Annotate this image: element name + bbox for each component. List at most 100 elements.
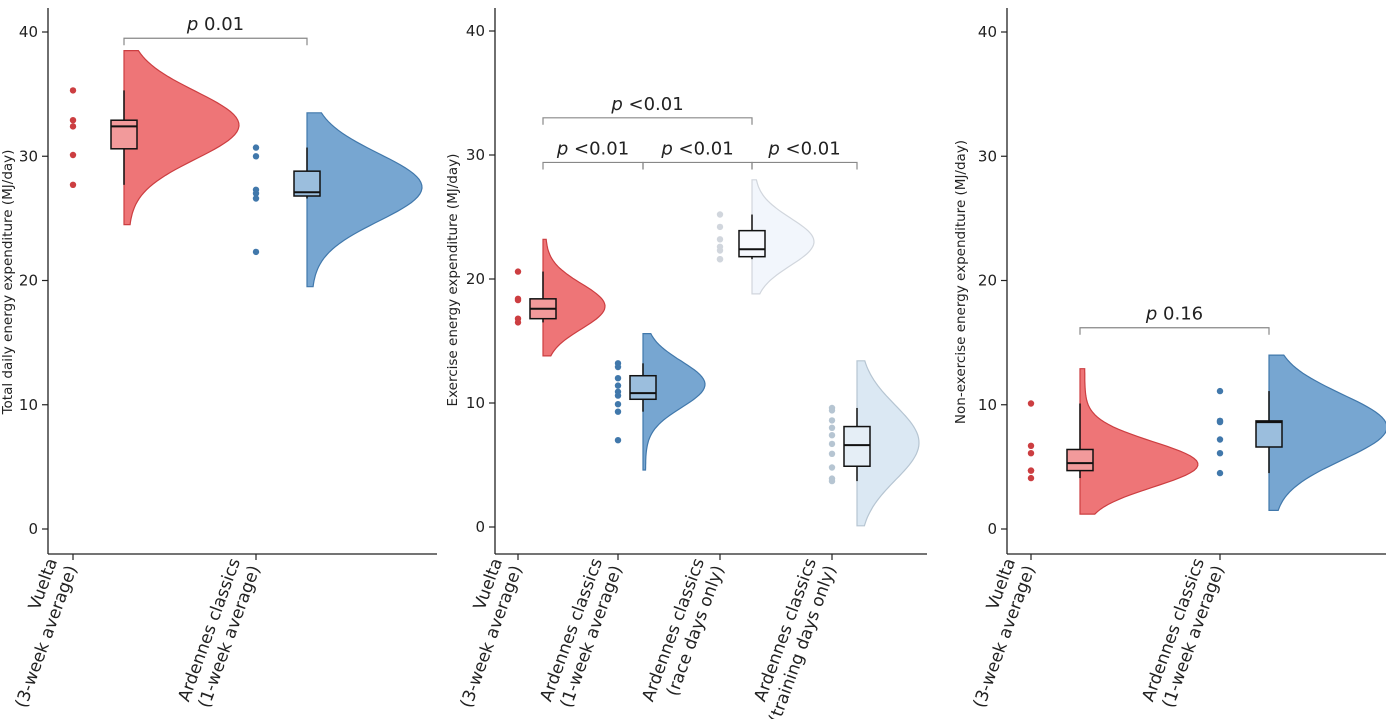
chart-panel-1: 0 10 20 30 40 Total daily energy expenditure … [0, 8, 437, 711]
data-point [69, 181, 77, 188]
density-cloud [306, 112, 423, 288]
data-point [1027, 442, 1035, 449]
chart-panel-2: 0 10 20 30 40 Exercise energy expenditure (MJ… [437, 8, 927, 719]
bracket-line [1079, 327, 1270, 335]
data-point [614, 392, 622, 399]
data-point [252, 195, 260, 202]
bracket-line [123, 37, 308, 46]
data-point [614, 437, 622, 444]
data-point [828, 407, 836, 414]
data-point [252, 190, 260, 197]
data-point [514, 268, 522, 275]
significance-bracket: p 0.16 [1079, 304, 1270, 335]
data-point [1027, 400, 1035, 407]
p-value-label: p 0.16 [1145, 304, 1203, 325]
x-tick-label: Vuelta(3-week average) [950, 556, 1040, 711]
y-tick-label: 30 [466, 146, 485, 164]
density-cloud [642, 333, 706, 471]
bracket-line [542, 161, 644, 170]
density-cloud [1268, 354, 1386, 511]
density-cloud [542, 238, 606, 357]
data-point [1027, 450, 1035, 457]
data-point [252, 144, 260, 151]
data-point [1216, 436, 1224, 443]
p-value-label: p <0.01 [556, 138, 629, 159]
data-point [614, 363, 622, 371]
data-point [614, 401, 622, 408]
data-point [1216, 450, 1224, 457]
data-point [1027, 474, 1035, 482]
y-tick-label: 20 [978, 272, 997, 290]
y-tick-label: 20 [466, 270, 485, 288]
data-point [716, 256, 724, 263]
y-tick-label: 30 [19, 147, 38, 165]
significance-bracket: p 0.01 [123, 14, 308, 46]
density-cloud [123, 50, 240, 226]
density-cloud [856, 360, 920, 527]
data-point [828, 417, 836, 424]
chart-panel-3: 0 10 20 30 40 Non-exercise energy expenditure… [950, 8, 1386, 712]
x-tick-label: Vuelta(3-week average) [0, 556, 82, 711]
significance-bracket: p <0.01 [751, 138, 858, 170]
significance-bracket: p <0.01 [542, 138, 644, 170]
box-iqr [1255, 420, 1283, 448]
data-point [69, 123, 77, 130]
box-iqr [738, 229, 766, 258]
p-value-label: p <0.01 [610, 94, 683, 115]
data-point [716, 211, 724, 218]
data-point [614, 408, 622, 415]
y-tick-label: 10 [466, 394, 485, 412]
bracket-line [751, 161, 858, 170]
y-tick-label: 10 [19, 396, 38, 414]
density-cloud [751, 179, 815, 295]
data-point [614, 375, 622, 382]
y-tick-label: 20 [19, 272, 38, 290]
data-point [828, 440, 836, 448]
y-axis-label: Exercise energy expenditure (MJ/day) [445, 154, 461, 407]
y-tick-label: 10 [978, 396, 997, 414]
data-point [828, 432, 836, 439]
data-point [69, 117, 77, 124]
box-iqr [843, 425, 871, 467]
group-2: Ardennes classics(1-week average) [1139, 354, 1386, 712]
x-tick-label: Vuelta(3-week average) [437, 556, 527, 711]
y-tick-label: 30 [978, 147, 997, 165]
y-axis-label: Total daily energy expenditure (MJ/day) [0, 150, 16, 416]
y-tick-label: 0 [987, 520, 997, 538]
data-point [828, 450, 836, 457]
y-tick-label: 40 [19, 23, 38, 41]
p-value-label: p <0.01 [660, 138, 733, 159]
data-point [1027, 467, 1035, 474]
bracket-line [642, 161, 753, 170]
y-tick-label: 0 [475, 518, 485, 536]
y-tick-label: 40 [978, 23, 997, 41]
group-4: Ardennes classics(training days only) [745, 360, 920, 719]
x-tick-label: Ardennes classics(training days only) [745, 556, 840, 719]
y-tick-label: 0 [28, 520, 38, 538]
data-point [1216, 387, 1224, 395]
y-tick-label: 40 [466, 22, 485, 40]
p-value-label: p <0.01 [767, 138, 840, 159]
significance-bracket: p <0.01 [542, 94, 753, 125]
box-iqr [629, 374, 657, 401]
x-tick-label: Ardennes classics(1-week average) [1139, 556, 1229, 712]
data-point [252, 153, 260, 160]
data-point [69, 87, 77, 94]
data-point [828, 477, 836, 485]
data-point [514, 296, 522, 304]
x-tick-label: Ardennes classics(1-week average) [537, 556, 627, 712]
data-point [1216, 418, 1224, 426]
data-point [828, 424, 836, 431]
data-point [1216, 469, 1224, 477]
data-point [716, 247, 724, 254]
data-point [252, 248, 260, 256]
group-2: Ardennes classics(1-week average) [175, 112, 423, 711]
p-value-label: p 0.01 [186, 14, 244, 35]
density-cloud [1079, 368, 1199, 515]
significance-bracket: p <0.01 [642, 138, 753, 170]
data-point [69, 151, 77, 159]
box-iqr [110, 119, 138, 150]
data-point [716, 223, 724, 231]
data-point [614, 382, 622, 389]
